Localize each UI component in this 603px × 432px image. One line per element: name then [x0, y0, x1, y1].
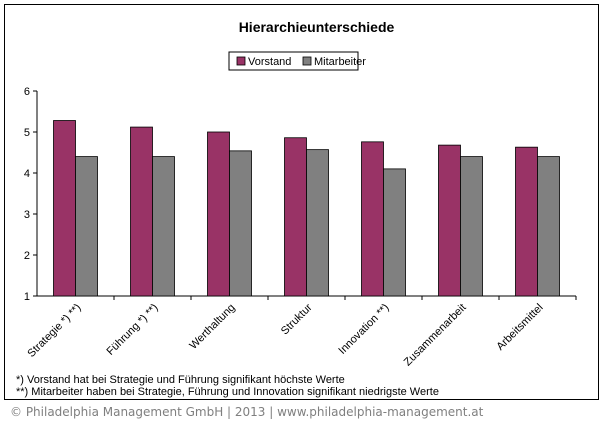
- x-tick-label-1: Führung *) **): [105, 302, 161, 358]
- footnote-strategy: *) Vorstand hat bei Strategie und Führun…: [16, 374, 345, 386]
- x-tick-label-5: Zusammenarbeit: [402, 302, 469, 369]
- bar-mitarbeiter-4: [383, 168, 406, 297]
- y-tick-label-3: 4: [24, 168, 30, 180]
- bar-mitarbeiter-2: [229, 150, 252, 297]
- bar-vorstand-0: [53, 120, 76, 297]
- x-tick-label-4: Innovation **): [336, 302, 391, 357]
- chart-title: Hierarchieunterschiede: [239, 19, 395, 35]
- legend-label-1: Mitarbeiter: [314, 56, 366, 68]
- bar-chart: Hierarchieunterschiede Vorstand Mitarbeite…: [24, 19, 577, 369]
- legend-box: [228, 51, 359, 71]
- copyright-notice: © Philadelphia Management GmbH | 2013 | …: [10, 405, 484, 419]
- y-tick-label-0: 1: [24, 291, 30, 303]
- y-tick-label-1: 2: [24, 250, 30, 262]
- x-tick-label-3: Struktur: [279, 301, 315, 337]
- x-tick-label-2: Werthaltung: [187, 302, 237, 352]
- bar-vorstand-4: [361, 141, 384, 297]
- bar-mitarbeiter-5: [460, 156, 483, 297]
- bar-vorstand-3: [284, 137, 307, 297]
- y-tick-label-2: 3: [24, 209, 30, 221]
- bar-mitarbeiter-1: [152, 156, 175, 297]
- legend-swatch-1: [302, 56, 312, 66]
- legend-label-0: Vorstand: [248, 56, 291, 68]
- bar-vorstand-5: [438, 144, 461, 297]
- y-tick-label-4: 5: [24, 127, 30, 139]
- bar-mitarbeiter-0: [75, 156, 98, 297]
- x-tick-label-6: Arbeitsmittel: [494, 302, 545, 353]
- chart-frame: Hierarchieunterschiede Vorstand Mitarbeite…: [4, 4, 599, 400]
- x-tick-label-0: Strategie *) **): [25, 302, 83, 360]
- bar-mitarbeiter-6: [537, 156, 560, 297]
- footnote-employees: **) Mitarbeiter haben bei Strategie, Füh…: [16, 386, 439, 398]
- legend-swatch-0: [236, 56, 246, 66]
- y-tick-label-5: 6: [24, 86, 30, 98]
- bar-vorstand-1: [130, 126, 153, 297]
- bar-vorstand-6: [515, 146, 538, 297]
- bar-mitarbeiter-3: [306, 149, 329, 297]
- bar-vorstand-2: [207, 131, 230, 297]
